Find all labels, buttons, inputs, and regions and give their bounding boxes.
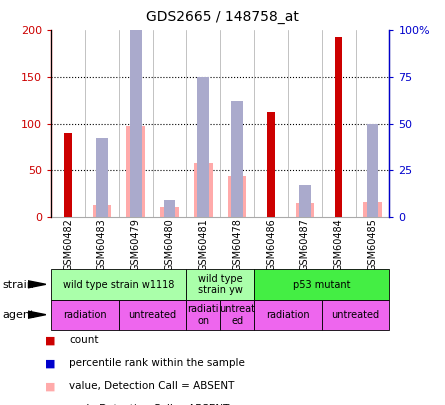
Text: ■: ■ (44, 358, 55, 368)
Text: strain: strain (2, 279, 34, 290)
Text: untreated: untreated (332, 310, 380, 320)
Polygon shape (28, 281, 46, 288)
Bar (267, 112, 275, 217)
Text: percentile rank within the sample: percentile rank within the sample (69, 358, 245, 368)
Text: radiation: radiation (63, 310, 107, 320)
Bar (160, 207, 179, 217)
Bar (295, 202, 314, 217)
Polygon shape (28, 311, 46, 318)
Text: wild type strain w1118: wild type strain w1118 (63, 279, 174, 290)
Text: count: count (69, 335, 98, 345)
Text: untreated: untreated (129, 310, 177, 320)
Text: untreat
ed: untreat ed (219, 304, 255, 326)
Bar (228, 176, 247, 217)
Bar (130, 19, 142, 217)
Text: value, Detection Call = ABSENT: value, Detection Call = ABSENT (69, 382, 235, 391)
Bar (126, 126, 145, 217)
Text: ■: ■ (44, 382, 55, 391)
Bar (335, 37, 342, 217)
Bar (194, 163, 213, 217)
Bar (96, 139, 108, 217)
Bar (231, 101, 243, 217)
Text: radiation: radiation (266, 310, 310, 320)
Bar (164, 200, 175, 217)
Text: radiati
on: radiati on (188, 304, 219, 326)
Bar (363, 202, 382, 217)
Text: GDS2665 / 148758_at: GDS2665 / 148758_at (146, 10, 299, 24)
Text: wild type
strain yw: wild type strain yw (198, 274, 243, 295)
Text: p53 mutant: p53 mutant (293, 279, 351, 290)
Bar (65, 133, 72, 217)
Bar (299, 185, 311, 217)
Bar (198, 77, 209, 217)
Bar (367, 124, 378, 217)
Text: agent: agent (2, 310, 35, 320)
Bar (93, 205, 111, 217)
Text: ■: ■ (44, 335, 55, 345)
